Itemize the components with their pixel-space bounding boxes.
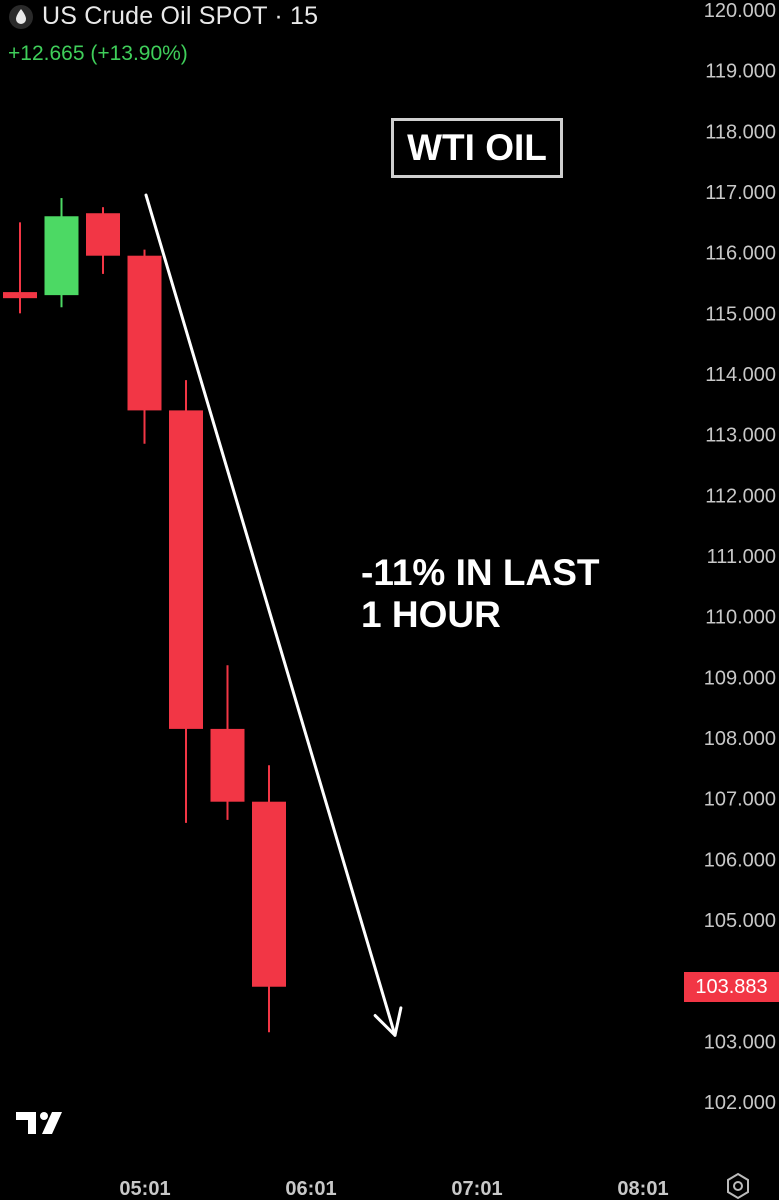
y-tick-label: 114.000 <box>705 364 776 386</box>
candle-body <box>44 216 79 296</box>
y-tick-label: 119.000 <box>705 61 776 83</box>
x-tick-label: 06:01 <box>285 1178 336 1200</box>
y-tick-label: 109.000 <box>704 667 776 689</box>
price-change: +12.665 (+13.90%) <box>8 42 188 65</box>
trend-arrow-head <box>373 1006 403 1037</box>
tradingview-logo-icon[interactable] <box>14 1108 68 1138</box>
last-price-tag: 103.883 <box>684 972 779 1002</box>
y-tick-label: 113.000 <box>705 425 776 447</box>
trend-arrow-shaft <box>144 193 397 1037</box>
y-tick-label: 102.000 <box>704 1092 776 1114</box>
y-tick-label: 112.000 <box>705 485 776 507</box>
candle-body <box>169 410 203 729</box>
y-tick-label: 116.000 <box>705 243 776 265</box>
symbol-header[interactable]: US Crude Oil SPOT · 15 <box>8 2 318 31</box>
symbol-title: US Crude Oil SPOT · 15 <box>42 2 319 30</box>
candle-body <box>252 801 286 987</box>
y-tick-label: 115.000 <box>705 303 776 325</box>
candle-body <box>86 213 120 256</box>
drop-text-line1: -11% IN LAST <box>361 552 600 593</box>
y-tick-label: 106.000 <box>704 849 776 871</box>
candle-body <box>210 728 245 802</box>
price-axis: 120.000 119.000 118.000 117.000 116.000 115.0… <box>704 0 776 1114</box>
settings-gear-icon[interactable] <box>724 1172 752 1200</box>
drop-annotation: -11% IN LAST 1 HOUR <box>361 552 600 636</box>
x-tick-label: 05:01 <box>119 1178 170 1200</box>
candle-body <box>3 292 37 299</box>
time-axis: 05:01 06:01 07:01 08:01 <box>119 1178 668 1200</box>
y-tick-label: 103.000 <box>704 1031 776 1053</box>
x-tick-label: 08:01 <box>617 1178 668 1200</box>
y-tick-label: 120.000 <box>704 0 776 22</box>
y-tick-label: 110.000 <box>705 607 776 629</box>
x-tick-label: 07:01 <box>451 1178 502 1200</box>
y-tick-label: 105.000 <box>704 910 776 932</box>
candle-body <box>127 255 162 411</box>
y-tick-label: 107.000 <box>704 789 776 811</box>
oil-drop-icon <box>9 4 33 29</box>
wti-oil-label: WTI OIL <box>391 118 563 178</box>
trend-arrow <box>144 193 403 1037</box>
y-tick-label: 117.000 <box>705 182 776 204</box>
y-tick-label: 111.000 <box>707 546 776 568</box>
drop-text-line2: 1 HOUR <box>361 594 501 635</box>
y-tick-label: 118.000 <box>705 121 776 143</box>
y-tick-label: 108.000 <box>704 728 776 750</box>
candles <box>3 198 286 1033</box>
